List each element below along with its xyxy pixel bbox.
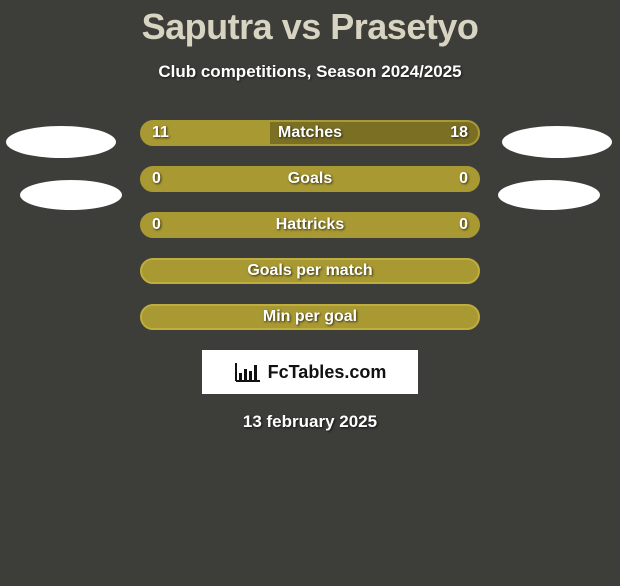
player2-name: Prasetyo: [330, 6, 478, 47]
stat-row: Matches11 18: [140, 120, 480, 146]
stats-panel: Matches1118Goals00Hattricks00Goals per m…: [140, 120, 480, 330]
stat-row: Hattricks0 0: [140, 212, 480, 238]
barchart-icon: [234, 361, 262, 383]
player-badge-ellipse: [6, 126, 116, 158]
stat-label: Min per goal: [142, 306, 478, 328]
stat-label: Goals per match: [142, 260, 478, 282]
stat-label: Goals: [142, 168, 478, 190]
player-badge-ellipse: [502, 126, 612, 158]
site-name: FcTables.com: [268, 362, 387, 383]
stat-value-left: 0: [152, 214, 161, 236]
stat-row: Min per goal: [140, 304, 480, 330]
site-plate: FcTables.com: [202, 350, 418, 394]
stat-row: Goals per match: [140, 258, 480, 284]
stat-row: Goals0 0: [140, 166, 480, 192]
date-label: 13 february 2025: [0, 412, 620, 432]
vs-label: vs: [282, 6, 321, 47]
stat-label: Matches: [142, 122, 478, 144]
comparison-title: Saputra vs Prasetyo: [0, 6, 620, 48]
player-badge-ellipse: [20, 180, 122, 210]
subtitle: Club competitions, Season 2024/2025: [0, 62, 620, 82]
player-badge-ellipse: [498, 180, 600, 210]
stat-value-right: 0: [459, 168, 468, 190]
player1-name: Saputra: [142, 6, 273, 47]
stat-value-right: 18: [450, 122, 468, 144]
stat-label: Hattricks: [142, 214, 478, 236]
stat-value-left: 11: [152, 122, 169, 144]
stat-value-left: 0: [152, 168, 161, 190]
stat-value-right: 0: [459, 214, 468, 236]
